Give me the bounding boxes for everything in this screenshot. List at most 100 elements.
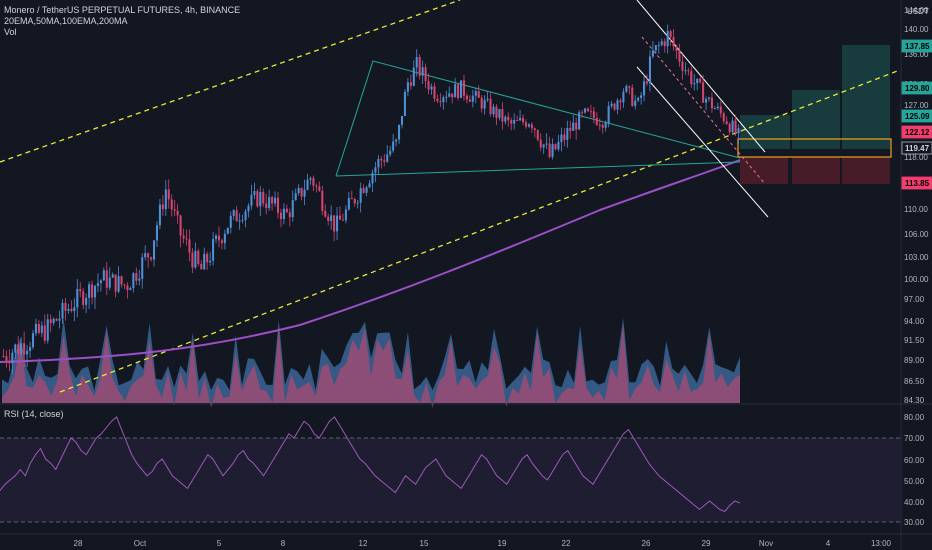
candle-body (539, 139, 542, 148)
candle-body (386, 154, 389, 162)
price-tick-label: 89.00 (904, 356, 925, 365)
candle-body (336, 215, 339, 232)
candle-body (371, 172, 374, 184)
candle-body (55, 318, 58, 321)
candle-body (276, 197, 280, 213)
candle-body (575, 122, 578, 130)
candle-body (734, 120, 737, 134)
candle-body (403, 91, 406, 116)
candle-body (651, 50, 654, 57)
candle-body (330, 215, 333, 221)
candle-body (471, 95, 474, 102)
candle-body (519, 117, 522, 121)
candle-body (117, 276, 120, 292)
candle-body (616, 100, 619, 110)
candle-body (480, 97, 483, 109)
candle-body (247, 205, 250, 212)
candle-body (155, 225, 159, 241)
candle-body (108, 277, 111, 288)
candle-body (150, 257, 153, 260)
candle-body (73, 307, 76, 312)
candle-body (268, 197, 271, 209)
candle-body (338, 215, 342, 220)
rsi-tick-label: 70.00 (904, 434, 925, 443)
candle-body (678, 50, 681, 62)
candle-body (229, 215, 232, 228)
candle-body (498, 109, 501, 118)
candle-body (85, 297, 88, 305)
candle-body (312, 178, 315, 186)
rsi-tick-label: 30.00 (904, 518, 925, 527)
candle-body (601, 124, 604, 128)
candle-body (79, 289, 82, 292)
price-tick-label: 106.00 (904, 230, 929, 239)
time-tick-label: 8 (281, 539, 286, 548)
time-tick-label: 15 (420, 539, 429, 548)
candle-body (318, 186, 321, 191)
candle-body (486, 98, 489, 101)
candle-body (123, 284, 126, 286)
candle-body (147, 253, 150, 258)
candle-body (309, 178, 312, 180)
candle-body (350, 198, 353, 200)
candle-body (581, 112, 584, 114)
time-axis: 28 Oct 5 8 12 15 19 22 26 29 Nov 4 13:00 (74, 539, 892, 548)
upper-channel-line (0, 0, 461, 163)
candle-body (477, 91, 480, 98)
loss-zone-2 (792, 157, 840, 184)
candle-body (589, 111, 592, 113)
candle-body (424, 67, 427, 82)
candle-body (129, 288, 132, 291)
candle-body (412, 67, 415, 86)
candle-body (731, 120, 734, 133)
candle-body (527, 124, 530, 127)
candle-body (533, 128, 536, 131)
candle-body (265, 203, 268, 209)
candle-body (235, 210, 238, 222)
candle-body (191, 252, 194, 268)
candle-body (510, 120, 513, 124)
candle-body (29, 347, 32, 351)
candle-body (645, 81, 649, 84)
candle-body (604, 123, 607, 128)
candle-body (696, 78, 699, 84)
candle-body (669, 31, 672, 38)
candle-body (572, 122, 575, 131)
candle-body (285, 208, 288, 213)
candle-body (344, 209, 347, 221)
time-tick-label: 5 (217, 539, 222, 548)
candle-body (70, 308, 73, 312)
rsi-tick-label: 80.00 (904, 413, 925, 422)
candle-body (430, 86, 433, 90)
candle-body (61, 302, 64, 319)
candle-body (303, 189, 306, 197)
candle-body (91, 284, 94, 298)
candle-body (274, 197, 277, 204)
candle-body (114, 274, 117, 292)
price-tag (901, 125, 932, 139)
volume-area-down (2, 324, 740, 409)
time-tick-label: 22 (562, 539, 571, 548)
candle-body (327, 216, 330, 221)
price-tick-label: 103.00 (904, 253, 929, 262)
candle-body (282, 208, 285, 220)
triangle-upper (335, 60, 741, 177)
price-tick-label: 84.30 (904, 396, 925, 405)
price-tick-label: 127.00 (904, 101, 929, 110)
candle-body (96, 283, 99, 286)
triangle-lower (335, 161, 741, 177)
candle-body (483, 100, 486, 109)
candle-body (5, 356, 8, 361)
candle-body (551, 144, 554, 157)
candle-body (179, 215, 182, 236)
candle-body (536, 130, 539, 140)
candle-body (2, 356, 5, 357)
candle-body (253, 191, 256, 195)
candle-body (400, 115, 404, 125)
chart-title: Monero / TetherUS PERPETUAL FUTURES, 4h,… (4, 5, 241, 15)
candle-body (220, 240, 223, 244)
rsi-pane (0, 416, 900, 523)
price-tag-label: 137.85 (905, 42, 930, 51)
candle-body (14, 344, 17, 353)
